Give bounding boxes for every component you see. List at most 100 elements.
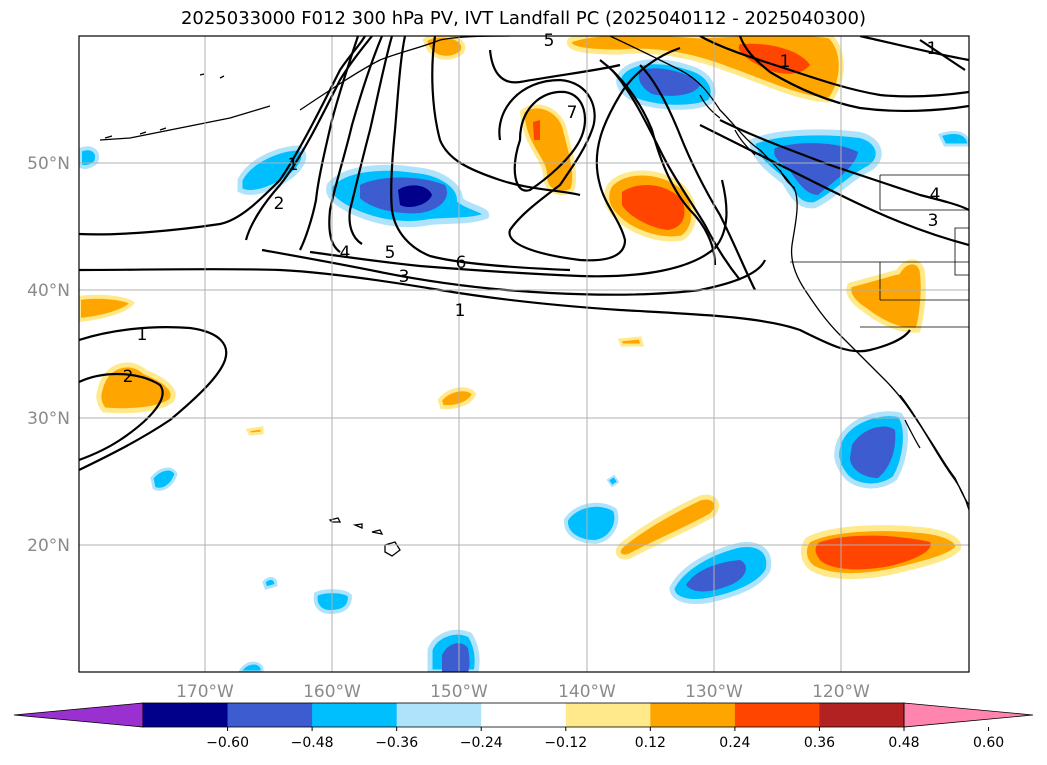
lon-label: 130°W [685, 682, 743, 702]
colorbar-tick-label: 0.36 [804, 735, 835, 751]
contour-line [431, 36, 581, 197]
colorbar-segment [312, 703, 398, 727]
contour-label: 1 [288, 155, 299, 175]
medium-blue-patch [638, 68, 700, 96]
colorbar-segment [565, 703, 651, 727]
contour-line [244, 36, 373, 241]
colorbar-segment [819, 703, 905, 727]
colorbar-tick-label: 0.60 [973, 735, 1004, 751]
red-patch [533, 120, 540, 140]
colorbar-tick-label: −0.36 [375, 735, 418, 751]
orange-patch [437, 387, 477, 410]
contour-labels: 1 2 1 2 4 5 6 3 1 7 5 1 1 4 3 [123, 31, 941, 387]
orange-patch [615, 494, 720, 560]
contour-line [919, 39, 966, 71]
lon-label: 120°W [812, 682, 870, 702]
contour-line [79, 36, 366, 236]
contour-label: 4 [340, 243, 351, 263]
blue-patch [606, 474, 620, 488]
orange-patch [245, 426, 264, 436]
contour-line [639, 64, 756, 291]
blue-patch [237, 145, 307, 195]
contour-line [348, 36, 394, 245]
colorbar-frame [142, 702, 905, 728]
blue-patch [79, 146, 99, 169]
colorbar-extend-max [903, 702, 1034, 728]
contour-line [390, 36, 571, 272]
contour-line [328, 36, 384, 253]
contour-label: 1 [927, 39, 938, 59]
blue-patch [564, 502, 619, 545]
colorbar-tick-label: −0.48 [291, 735, 334, 751]
colorbar-tick-label: −0.60 [206, 735, 249, 751]
colorbar-segment [481, 703, 567, 727]
contour-label: 1 [780, 52, 791, 72]
contour-line [859, 36, 969, 62]
lat-label: 50°N [27, 154, 70, 174]
red-patch [815, 535, 931, 570]
lon-label: 170°W [176, 682, 234, 702]
colorbar-segment [227, 703, 313, 727]
colorbar-tick-label: 0.48 [888, 735, 919, 751]
lat-label: 20°N [27, 536, 70, 556]
navy-patch [398, 185, 432, 207]
contour-label: 6 [456, 253, 467, 273]
contour-label: 2 [123, 367, 134, 387]
orange-patch [617, 336, 644, 347]
lon-label: 140°W [558, 682, 616, 702]
red-patch [622, 185, 685, 230]
longitude-labels: 170°W 160°W 150°W 140°W 130°W 120°W [176, 682, 870, 702]
contour-line [79, 373, 164, 462]
negative-anomaly-patches [79, 59, 969, 672]
contour-label: 4 [930, 185, 941, 205]
political-borders [790, 174, 969, 328]
colorbar-segment [734, 703, 820, 727]
contour-line [79, 268, 911, 353]
medium-blue-patch [686, 560, 747, 592]
map-border [78, 35, 970, 673]
grid [79, 36, 969, 672]
blue-patch [238, 661, 264, 672]
lon-label: 160°W [303, 682, 361, 702]
contour-line [699, 36, 969, 98]
bc-islands [699, 94, 796, 189]
contour-line [738, 36, 969, 113]
contour-label: 3 [399, 267, 410, 287]
contour-label: 5 [385, 243, 396, 263]
contour-label: 1 [137, 325, 148, 345]
contour-label: 7 [567, 103, 578, 123]
blue-patch [937, 131, 969, 147]
medium-blue-patch [850, 426, 896, 478]
medium-blue-patch [774, 143, 858, 195]
contour-line [513, 90, 587, 192]
contour-line [498, 46, 681, 262]
contour-line [488, 49, 621, 84]
contour-line [261, 248, 767, 296]
colorbar-tick-label: 0.24 [719, 735, 750, 751]
shaded-anomalies [79, 36, 969, 672]
contour-label: 5 [544, 31, 555, 51]
colorbar-tick-label: −0.12 [544, 735, 587, 751]
medium-blue-patch [442, 643, 470, 672]
lon-label: 150°W [430, 682, 488, 702]
colorbar-segment [396, 703, 482, 727]
colorbar-segment [143, 703, 229, 727]
latitude-labels: 50°N 40°N 30°N 20°N [27, 154, 70, 556]
orange-patch [79, 294, 135, 323]
orange-patch [846, 259, 926, 333]
colorbar: −0.60 −0.48 −0.36 −0.24 −0.12 0.12 0.24 0.36 0.4… [13, 702, 1034, 751]
blue-patch [150, 467, 178, 491]
colorbar-tick-label: −0.24 [460, 735, 503, 751]
contour-line [599, 59, 717, 266]
lat-label: 40°N [27, 281, 70, 301]
colorbar-segment [650, 703, 736, 727]
colorbar-extend-min [13, 702, 144, 728]
contour-line [79, 326, 228, 471]
map-title: 2025033000 F012 300 hPa PV, IVT Landfall… [180, 8, 867, 29]
contour-label: 3 [928, 211, 939, 231]
contour-line [719, 119, 969, 211]
contour-line [309, 179, 728, 278]
red-patch [738, 43, 810, 74]
hawaii-islands [328, 517, 401, 557]
